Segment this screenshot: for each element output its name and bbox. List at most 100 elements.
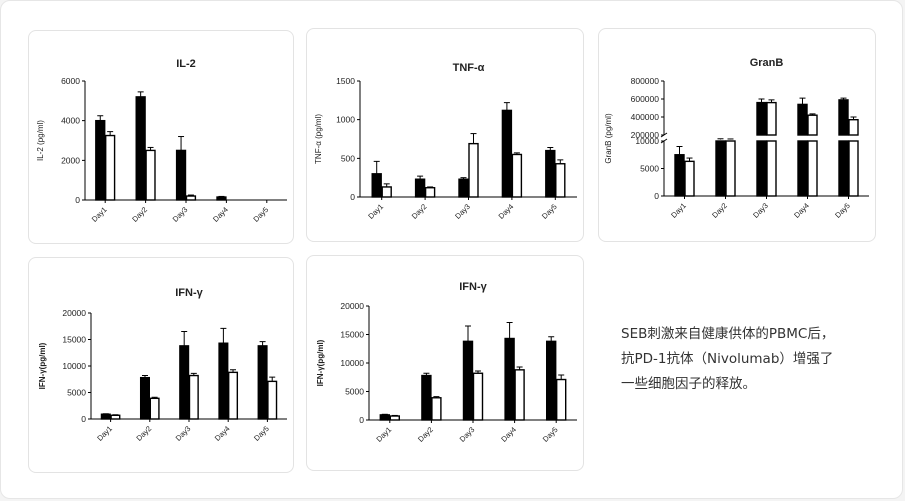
bar bbox=[501, 109, 513, 198]
y-tick-label: 400000 bbox=[631, 112, 660, 122]
bar bbox=[110, 414, 121, 420]
bar bbox=[185, 195, 197, 201]
bar-upper bbox=[797, 103, 808, 136]
y-tick-label: 0 bbox=[359, 415, 364, 425]
x-tick-label: Day1 bbox=[95, 424, 114, 443]
bar bbox=[514, 369, 525, 421]
bar bbox=[381, 186, 392, 198]
y-axis-label: TNF-α (pg/ml) bbox=[314, 114, 323, 164]
bar bbox=[468, 142, 479, 198]
y-tick-label: 600000 bbox=[631, 94, 660, 104]
x-tick-label: Day1 bbox=[366, 202, 385, 221]
y-tick-label: 10000 bbox=[635, 136, 659, 146]
y-axis-label: GranB (pg/ml) bbox=[604, 113, 613, 164]
caption-line-2: 抗PD-1抗体（Nivolumab）增强了 bbox=[621, 351, 834, 367]
bar bbox=[371, 173, 382, 198]
caption-line-1: SEB刺激来自健康供体的PBMC后， bbox=[621, 326, 835, 342]
bar bbox=[545, 149, 556, 198]
bar bbox=[555, 378, 567, 421]
y-tick-label: 5000 bbox=[640, 164, 659, 174]
caption-text: SEB刺激来自健康供体的PBMC后， 抗PD-1抗体（Nivolumab）增强了… bbox=[621, 322, 883, 397]
axis-break-mark bbox=[660, 132, 668, 138]
bar bbox=[218, 342, 229, 420]
bar bbox=[674, 154, 685, 197]
bar bbox=[421, 374, 432, 421]
bar bbox=[545, 340, 557, 421]
bar bbox=[684, 160, 695, 197]
y-axis-label: IL-2 (pg/ml) bbox=[36, 120, 45, 161]
bar bbox=[389, 415, 401, 421]
y-tick-label: 0 bbox=[654, 191, 659, 201]
x-tick-label: Day4 bbox=[792, 201, 811, 220]
x-tick-label: Day4 bbox=[211, 205, 230, 224]
y-tick-label: 200000 bbox=[631, 130, 660, 140]
x-tick-label: Day5 bbox=[540, 202, 559, 221]
chart-card-tnf-alpha: TNF-α TNF-α (pg/ml) 0 500 1000 1500 Day1 Day2 Da… bbox=[306, 28, 584, 242]
x-tick-label: Day4 bbox=[499, 425, 518, 444]
x-tick-label: Day1 bbox=[90, 205, 109, 224]
y-axis-label: IFN-γ(pg/ml) bbox=[316, 339, 325, 386]
ifn-gamma-bar-chart-1: IFN-γ IFN-γ(pg/ml) 0 5000 10000 15000 20000 Day… bbox=[38, 287, 287, 443]
y-tick-label: 1500 bbox=[336, 76, 355, 86]
x-tick-label: Day3 bbox=[171, 205, 190, 224]
x-tick-label: Day5 bbox=[833, 201, 852, 220]
y-axis-label: IFN-γ(pg/ml) bbox=[38, 342, 47, 389]
bar bbox=[100, 413, 111, 420]
axis-break-mark bbox=[660, 138, 668, 144]
x-tick-label: Day3 bbox=[458, 425, 477, 444]
x-tick-label: Day3 bbox=[174, 424, 193, 443]
chart-card-ifn-gamma-1: IFN-γ IFN-γ(pg/ml) 0 5000 10000 15000 20000 Day… bbox=[28, 257, 294, 473]
bar-upper bbox=[848, 118, 859, 136]
bar-lower bbox=[797, 140, 808, 197]
bar bbox=[379, 414, 391, 421]
bar bbox=[504, 337, 515, 421]
y-tick-label: 10000 bbox=[340, 358, 364, 368]
bar bbox=[424, 187, 436, 198]
bar-upper bbox=[807, 114, 818, 136]
bar bbox=[149, 397, 160, 420]
bar-lower bbox=[715, 140, 726, 197]
bar bbox=[257, 345, 268, 420]
bar bbox=[95, 119, 106, 201]
y-tick-label: 15000 bbox=[62, 335, 86, 345]
y-tick-label: 0 bbox=[350, 192, 355, 202]
chart-title: IFN-γ bbox=[175, 287, 203, 299]
y-tick-label: 10000 bbox=[62, 361, 86, 371]
bar-lower bbox=[848, 140, 859, 197]
x-tick-label: Day5 bbox=[251, 205, 270, 224]
bar-lower bbox=[725, 140, 736, 197]
bar-lower bbox=[807, 140, 818, 197]
bar bbox=[414, 178, 426, 198]
y-tick-label: 20000 bbox=[340, 301, 364, 311]
x-tick-label: Day1 bbox=[374, 425, 393, 444]
bar bbox=[216, 196, 227, 201]
chart-title: IL-2 bbox=[176, 58, 196, 70]
bar-lower bbox=[766, 140, 777, 197]
caption-line-3: 一些细胞因子的释放。 bbox=[621, 376, 756, 392]
y-tick-label: 0 bbox=[75, 195, 80, 205]
x-tick-label: Day2 bbox=[130, 205, 149, 224]
bar bbox=[555, 163, 566, 198]
x-tick-label: Day2 bbox=[710, 201, 729, 220]
bar bbox=[267, 380, 278, 420]
x-tick-label: Day5 bbox=[252, 424, 271, 443]
x-tick-label: Day3 bbox=[453, 202, 472, 221]
x-tick-label: Day2 bbox=[410, 202, 429, 221]
chart-title: GranB bbox=[750, 57, 784, 69]
y-tick-label: 6000 bbox=[61, 76, 80, 86]
y-tick-label: 500 bbox=[341, 153, 355, 163]
bar-lower bbox=[756, 140, 767, 197]
bar bbox=[175, 149, 187, 201]
x-tick-label: Day2 bbox=[134, 424, 153, 443]
bar bbox=[145, 149, 156, 201]
y-tick-label: 5000 bbox=[345, 387, 364, 397]
y-tick-label: 0 bbox=[81, 414, 86, 424]
bar-lower bbox=[838, 140, 849, 197]
chart-title: TNF-α bbox=[453, 62, 485, 74]
x-tick-label: Day2 bbox=[416, 425, 435, 444]
il2-bar-chart: IL-2 IL-2 (pg/ml) 0 2000 4000 6000 Day1 Day2 Day… bbox=[36, 58, 287, 224]
bar bbox=[458, 178, 469, 198]
ifn-gamma-bar-chart-2: IFN-γ IFN-γ(pg/ml) 0 5000 10000 15000 20000 Day… bbox=[316, 281, 577, 444]
bar bbox=[431, 397, 442, 421]
